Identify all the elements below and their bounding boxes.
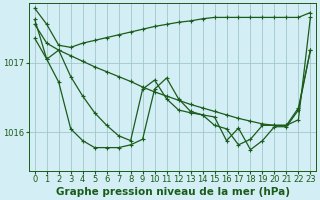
X-axis label: Graphe pression niveau de la mer (hPa): Graphe pression niveau de la mer (hPa) xyxy=(56,187,290,197)
